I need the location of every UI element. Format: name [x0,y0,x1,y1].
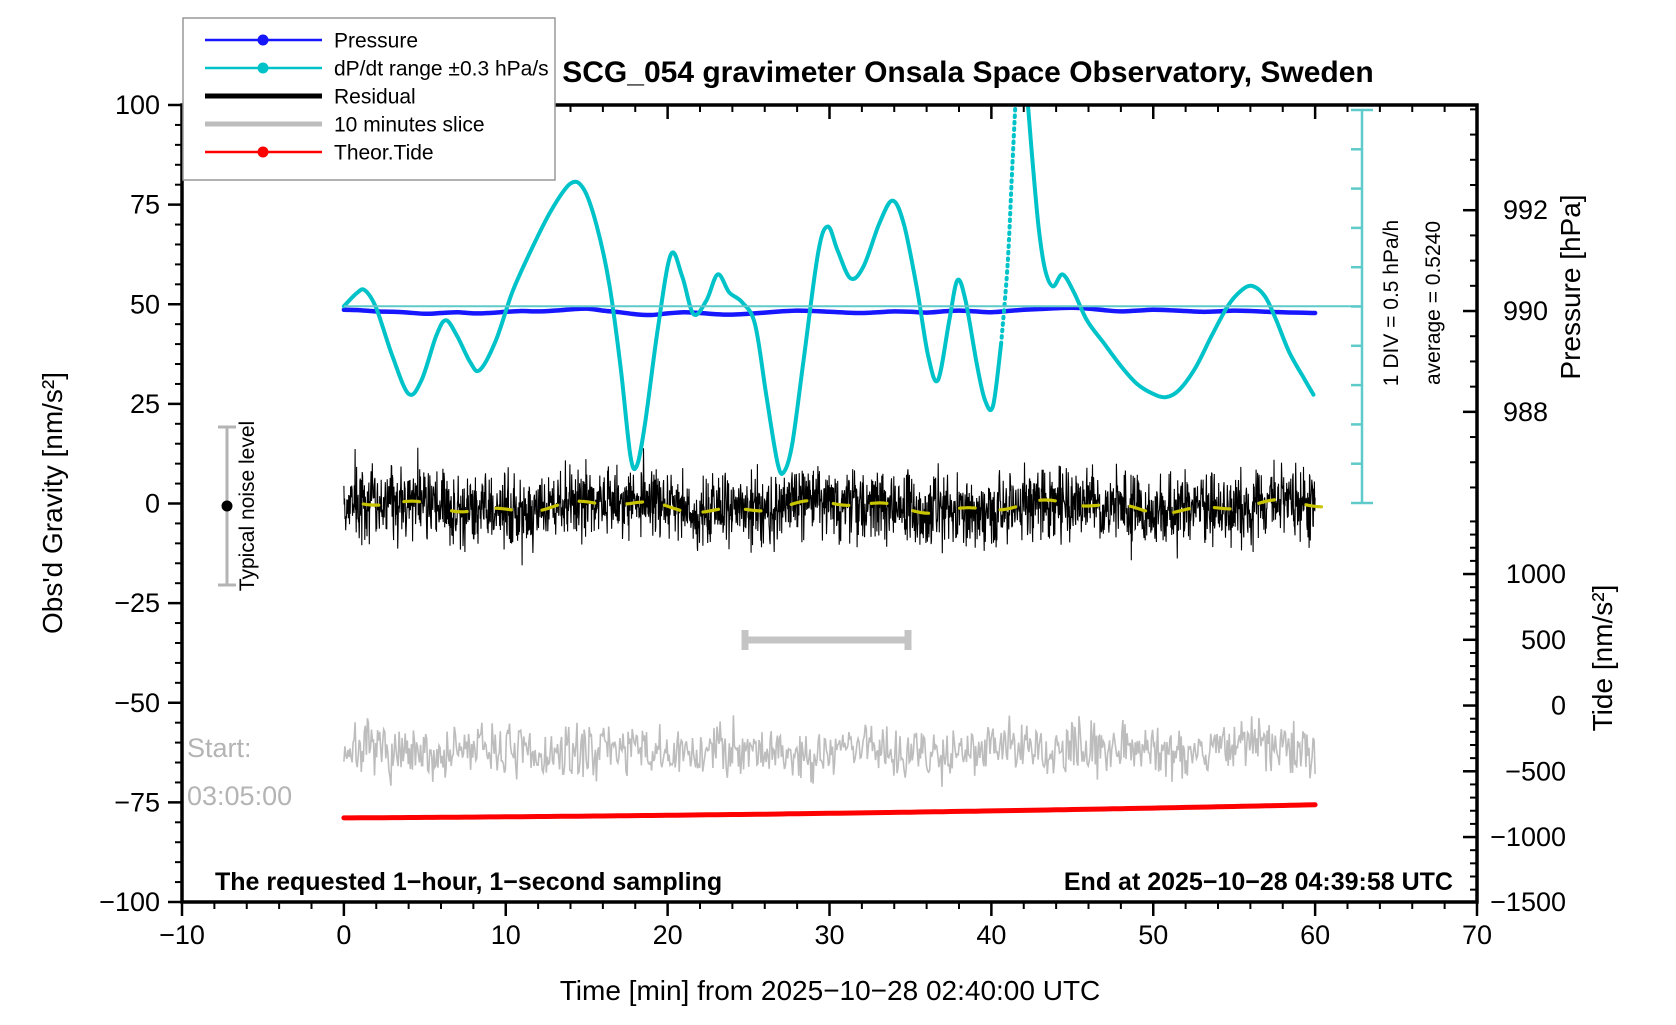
series-smoothed-segment [625,500,645,506]
pressure-axis-title: Pressure [hPa] [1555,194,1586,379]
series-smoothed-segment [1081,503,1101,508]
y-left-tick-label: −50 [114,688,160,718]
series-dpdt [1025,105,1316,400]
series-smoothed-segment [494,506,513,512]
noise-errorbar: Typical noise level [218,421,259,591]
y-left-tick-label: 25 [130,389,160,419]
x-axis-tick-label: 70 [1462,920,1492,950]
x-axis-tick-label: 40 [976,920,1006,950]
noise-errorbar-dot [221,500,233,512]
legend-item-marker [257,62,269,74]
legend-item-marker [257,146,269,158]
series-slice [343,715,1316,787]
tide-tick-label: 0 [1551,691,1566,721]
series-smoothed-segment [662,503,682,512]
series-smoothed-segment [1304,503,1324,509]
x-axis-tick-label: 20 [653,920,683,950]
legend-item-label: 10 minutes slice [334,114,485,137]
noise-level-label: Typical noise level [236,421,259,591]
series-smoothed-segment [701,507,721,514]
ruler-div-label: 1 DIV = 0.5 hPa/h [1380,220,1403,386]
tide-axis-title: Tide [nm/s²] [1587,585,1618,732]
series-smoothed-segment [402,499,421,504]
y-left-axis-title: Obs'd Gravity [nm/s²] [37,372,68,634]
x-axis-tick-label: 60 [1300,920,1330,950]
start-time-value: 03:05:00 [187,781,292,811]
chart-title: SCG_054 gravimeter Onsala Space Observat… [562,56,1374,89]
series-smoothed-segment [1128,504,1148,513]
plot-area [341,105,1324,821]
legend-item-marker [257,34,269,46]
series-residual [343,447,1316,566]
x-axis-tick-label: −10 [159,920,205,950]
legend: Pressure dP/dt range ±0.3 hPa/s Residual 10… [182,17,556,181]
tide-tick-label: 1000 [1506,559,1566,589]
end-time-note: End at 2025−10−28 04:39:58 UTC [1064,868,1453,896]
legend-item-label: Theor.Tide [334,142,434,165]
y-left-tick-label: −75 [114,787,160,817]
legend-item-label: Residual [334,86,416,109]
x-axis-title: Time [min] from 2025−10−28 02:40:00 UTC [560,975,1101,1006]
x-axis-tick-label: 30 [814,920,844,950]
tide-tick-label: −500 [1505,756,1566,786]
tide-tick-label: 500 [1521,625,1566,655]
y-left-tick-label: −25 [114,588,160,618]
pressure-tick-label: 988 [1503,397,1548,427]
tide-tick-label: −1500 [1490,887,1566,917]
slice-duration-bar [741,630,912,650]
series-smoothed-segment [1212,506,1232,511]
series-smoothed-segment [1257,498,1276,505]
tide-tick-label: −1000 [1490,822,1566,852]
series-smoothed-segment [743,507,763,513]
pressure-tick-label: 992 [1503,195,1548,225]
x-axis-tick-label: 10 [491,920,521,950]
series-dpdt [341,179,1004,476]
y-left-tick-label: 100 [115,90,160,120]
legend-item-label: Pressure [334,30,418,53]
series-smoothed-segment [361,502,381,507]
series-smoothed-segment [869,501,889,505]
series-smoothed-segment [911,509,931,515]
series-smoothed-segment [958,506,977,510]
sampling-note: The requested 1−hour, 1−second sampling [215,868,722,896]
dpdt-scale-ruler: 1 DIV = 0.5 hPa/h average = 0.5240 [1351,108,1445,505]
series-smoothed-segment [998,505,1018,512]
series-smoothed-segment [1038,498,1057,503]
start-time-label: Start: [187,733,252,763]
legend-item-label: dP/dt range ±0.3 hPa/s [334,58,549,81]
series-smoothed-segment [450,509,469,514]
series-pressure [341,305,1318,318]
series-smoothed-segment [540,503,560,512]
x-axis-tick-label: 50 [1138,920,1168,950]
series-smoothed-segment [789,499,809,507]
pressure-tick-label: 990 [1503,296,1548,326]
y-left-tick-label: 0 [145,489,160,519]
series-smoothed-segment [1172,507,1191,514]
series-tide [341,802,1318,821]
y-left-tick-label: 50 [130,289,160,319]
x-axis-tick-label: 0 [336,920,351,950]
y-left-tick-label: −100 [99,887,160,917]
series-dpdt-spike [999,105,1018,347]
y-left-tick-label: 75 [130,190,160,220]
series-smoothed-segment [577,499,597,505]
ruler-average-label: average = 0.5240 [1422,221,1445,385]
series-smoothed-segment [831,501,851,507]
axes: −10 0 10 20 30 40 50 60 701007550250−25−50−75−10… [99,90,1566,950]
